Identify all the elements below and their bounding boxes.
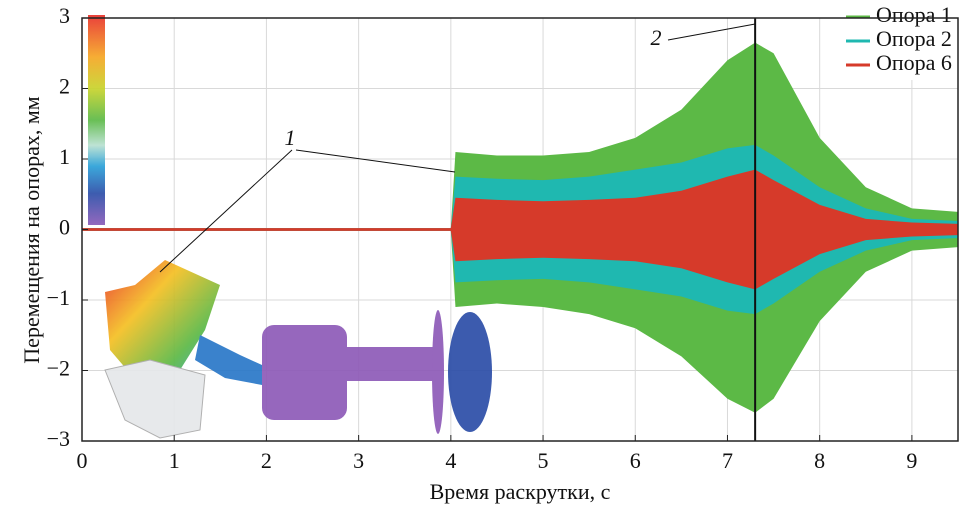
rotor-shaft <box>345 347 435 381</box>
y-tick-label: 2 <box>59 74 70 99</box>
y-tick-label: −1 <box>47 285 70 310</box>
rotor-casing <box>105 360 205 438</box>
leader-line <box>668 24 755 40</box>
y-tick-label: −2 <box>47 356 70 381</box>
chart: 0 1 2 3 4 5 6 7 8 9 −3 −2 −1 0 1 2 3 2 1 Опора 1Опора 2Опор… <box>0 0 960 509</box>
legend-label: Опора 6 <box>876 50 952 75</box>
legend-label: Опора 2 <box>876 26 952 51</box>
leader-line <box>160 150 292 272</box>
y-tick-label: −3 <box>47 426 70 451</box>
x-tick-label: 9 <box>906 448 917 473</box>
x-axis-label: Время раскрутки, с <box>430 479 611 504</box>
y-axis-label: Перемещения на опорах, мм <box>19 96 44 363</box>
x-tick-label: 3 <box>353 448 364 473</box>
x-tick-label: 8 <box>814 448 825 473</box>
color-bar <box>88 15 105 225</box>
x-tick-label: 4 <box>445 448 456 473</box>
annotation-label: 1 <box>285 125 296 150</box>
x-tick-label: 5 <box>538 448 549 473</box>
y-tick-label: 3 <box>59 3 70 28</box>
rotor-illustration <box>88 15 492 438</box>
rotor-drum <box>262 325 347 420</box>
leader-line <box>296 150 455 172</box>
x-tick-label: 7 <box>722 448 733 473</box>
x-tick-label: 6 <box>630 448 641 473</box>
x-tick-label: 1 <box>169 448 180 473</box>
x-tick-label: 0 <box>77 448 88 473</box>
annotation-label: 2 <box>651 25 662 50</box>
y-tick-label: 0 <box>59 215 70 240</box>
rotor-turbine <box>448 312 492 432</box>
rotor-disk <box>432 310 444 434</box>
y-tick-label: 1 <box>59 144 70 169</box>
legend-label: Опора 1 <box>876 2 952 27</box>
x-tick-label: 2 <box>261 448 272 473</box>
